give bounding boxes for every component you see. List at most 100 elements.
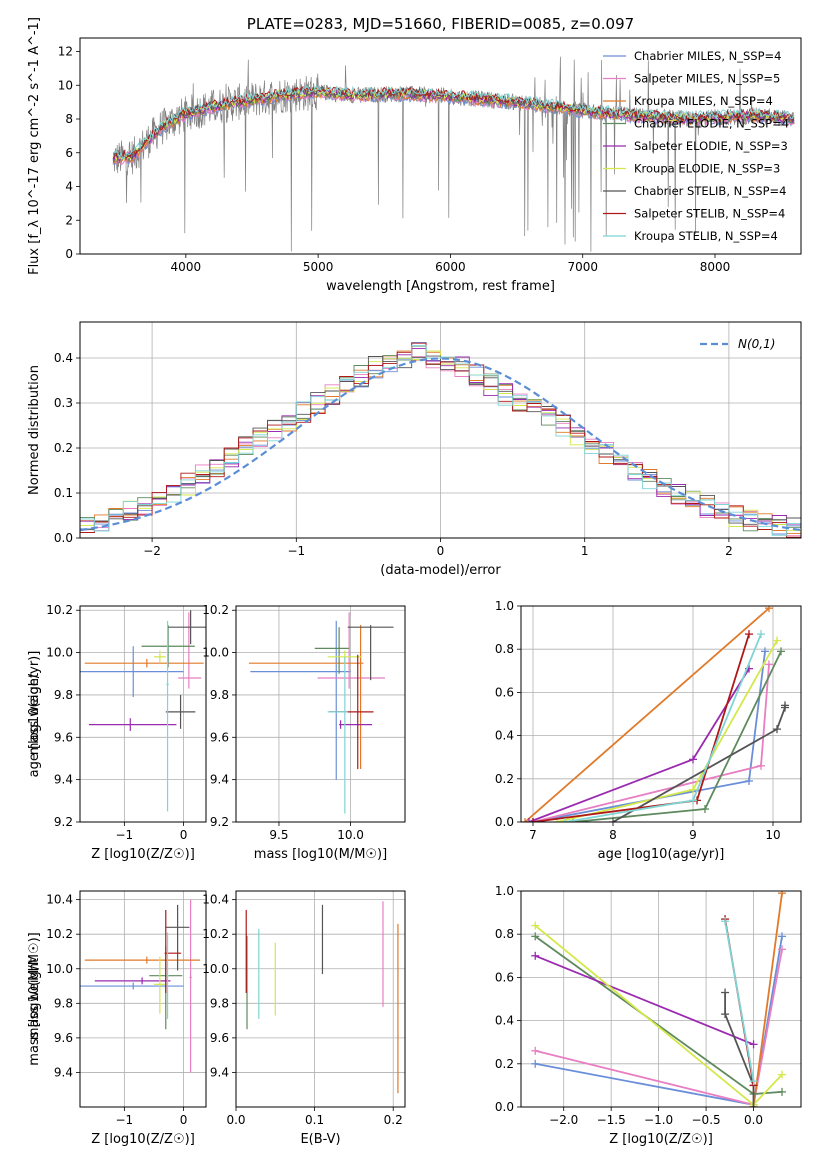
y-tick-label: 9.2 (210, 815, 229, 829)
axes-frame (79, 605, 207, 823)
x-tick-label: 0.0 (744, 1113, 763, 1127)
plot-area (521, 606, 789, 822)
y-tick-label: 10.2 (202, 927, 229, 941)
y-tick-label: 0.8 (495, 927, 514, 941)
weight-point-marker (721, 988, 730, 997)
y-axis-label: Flux [f_λ 10^-17 erg cm^-2 s^-1 A^-1] (27, 17, 42, 275)
y-tick-label: 0.6 (495, 970, 514, 984)
y-tick-label: 10.2 (46, 927, 73, 941)
error-bar-point (84, 956, 201, 964)
weight-point-marker (765, 606, 773, 613)
error-bar-point (84, 658, 204, 668)
y-axis-label: mass weight (27, 958, 42, 1040)
y-tick-label: 9.2 (54, 815, 73, 829)
panel-mass_vs_ebv: 0.0 0.1 0.2 9.4 9.6 9.8 10.0 10.2 10.4 E(B-V) (202, 890, 406, 1147)
x-tick-label: 8 (609, 828, 617, 842)
x-tick-label: 0.1 (305, 1113, 324, 1127)
x-axis-label: Z [log10(Z/Z☉)] (609, 1132, 713, 1147)
y-tick-label: 9.4 (54, 1065, 73, 1079)
panel-age_vs_z: −1 0 9.2 9.4 9.6 9.8 10.0 10.2 Z [log10(Z/Z☉)] ag… (27, 603, 207, 862)
x-tick-label: −2 (143, 544, 161, 558)
y-tick-label: 9.4 (210, 1065, 229, 1079)
weight-point-marker (757, 761, 765, 770)
x-tick-label: 9 (689, 828, 697, 842)
panel-residuals: −2 −1 0 1 2 0.0 0.1 0.2 0.3 0.4 (data-model)/error… (27, 321, 802, 578)
weight-point-marker (689, 796, 697, 805)
weight-point-marker (561, 818, 569, 822)
weight-point-marker (689, 785, 697, 794)
weight-point-marker (773, 636, 781, 645)
x-tick-label: −2.0 (549, 1113, 578, 1127)
residual-histogram-step (80, 342, 801, 538)
x-tick-label: 2 (725, 544, 733, 558)
x-tick-label: 4000 (171, 260, 202, 274)
legend-label: Salpeter ELODIE, N_SSP=3 (634, 139, 788, 153)
weight-point-marker (745, 776, 753, 785)
weight-series-line (572, 651, 782, 822)
axes-frame (79, 890, 207, 1108)
x-tick-label: 0 (180, 828, 188, 842)
x-tick-label: 7 (529, 828, 537, 842)
error-bar-point (178, 612, 202, 689)
weight-point-marker (531, 932, 540, 941)
error-bar-point (248, 625, 364, 770)
y-tick-label: 10.0 (202, 646, 229, 660)
y-tick-label: 9.6 (210, 730, 229, 744)
weight-point-marker (521, 818, 529, 822)
weight-point-marker (531, 921, 540, 930)
y-tick-label: 1.0 (495, 884, 514, 898)
weight-point-marker (778, 932, 787, 941)
y-tick-label: 6 (65, 146, 73, 160)
weight-point-marker (701, 805, 709, 814)
y-tick-label: 10.2 (46, 603, 73, 617)
y-tick-label: 1.0 (495, 599, 514, 613)
y-tick-label: 10 (58, 78, 73, 92)
y-tick-label: 9.8 (210, 688, 229, 702)
x-tick-label: 0 (437, 544, 445, 558)
model-spectrum-line (112, 86, 795, 160)
x-tick-label: 1 (581, 544, 589, 558)
weight-series-line (532, 664, 770, 822)
error-bar-point (347, 625, 394, 681)
normal-reference-curve (80, 357, 801, 532)
weight-point-marker (609, 818, 617, 822)
axes-frame (520, 890, 802, 1108)
x-tick-label: 8000 (700, 260, 731, 274)
y-tick-label: 9.8 (54, 688, 73, 702)
error-bar-point (153, 650, 166, 664)
y-tick-label: 9.4 (54, 773, 73, 787)
weight-series-line (532, 651, 766, 822)
legend: N(0,1) (700, 337, 775, 351)
y-tick-label: 9.8 (210, 996, 229, 1010)
error-bar-point (317, 612, 385, 689)
x-tick-label: −1 (116, 1113, 134, 1127)
weight-point-marker (745, 630, 753, 639)
weight-point-marker (569, 818, 577, 822)
error-bar-point (189, 899, 192, 1073)
weight-point-marker (778, 1087, 787, 1096)
error-bar-point (80, 646, 184, 698)
error-bar-point (250, 620, 351, 780)
y-tick-label: 0.2 (495, 772, 514, 786)
x-tick-label: −1.0 (644, 1113, 673, 1127)
weight-point-marker (761, 647, 769, 656)
weight-point-marker (778, 1070, 787, 1079)
x-tick-label: 9.5 (269, 828, 288, 842)
x-axis-label: age [log10(age/yr)] (598, 847, 725, 862)
error-bar-point (166, 932, 169, 1019)
legend-label: Chabrier STELIB, N_SSP=4 (634, 184, 786, 198)
error-bar-point (339, 720, 373, 729)
error-bar-point (153, 956, 166, 1014)
x-axis-label: E(B-V) (300, 1132, 340, 1147)
error-bar-point (327, 656, 348, 814)
weight-point-marker (531, 951, 540, 960)
legend-label: Kroupa MILES, N_SSP=4 (634, 94, 773, 108)
axes-frame (235, 890, 406, 1108)
y-tick-label: 0.8 (495, 642, 514, 656)
x-tick-label: 7000 (567, 260, 598, 274)
error-bar-point (314, 627, 350, 674)
model-spectrum-line (112, 84, 795, 160)
y-tick-label: 9.4 (210, 773, 229, 787)
x-tick-label: 10 (765, 828, 780, 842)
plot-area (80, 899, 201, 1073)
